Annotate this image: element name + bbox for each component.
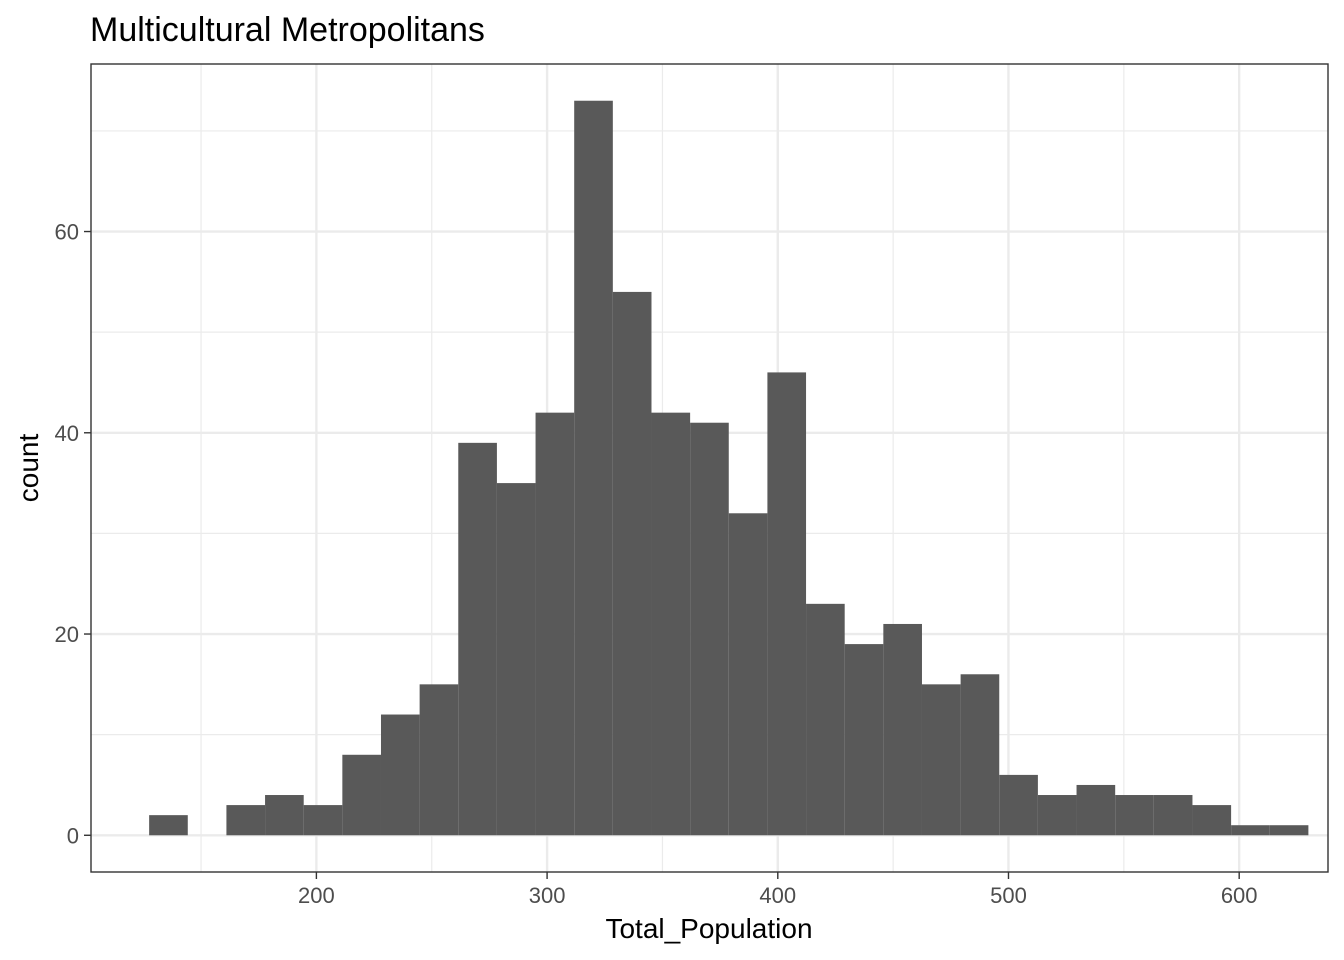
histogram-bar (265, 795, 304, 836)
histogram-bar (612, 291, 652, 836)
histogram-bar (574, 100, 613, 836)
histogram-bar (1115, 795, 1154, 836)
histogram-bars (149, 100, 1309, 836)
histogram-bar (149, 815, 188, 836)
y-axis-title: count (13, 434, 44, 503)
chart-title: Multicultural Metropolitans (90, 11, 485, 49)
histogram-bar (342, 754, 381, 836)
histogram-bar (1153, 795, 1193, 836)
histogram-bar (380, 714, 420, 836)
histogram-bar (496, 483, 536, 836)
histogram-bar (728, 513, 768, 836)
histogram-bar (960, 674, 1000, 836)
histogram-bar (535, 412, 575, 836)
histogram-bar (844, 644, 884, 836)
histogram-bar (1269, 825, 1309, 836)
histogram-bar (999, 774, 1038, 836)
x-tick-label: 500 (990, 883, 1027, 908)
histogram-bar (419, 684, 459, 836)
histogram-bar (806, 603, 845, 836)
histogram-bar (1037, 795, 1077, 836)
histogram-bar (921, 684, 961, 836)
x-tick-label: 400 (759, 883, 796, 908)
histogram-bar (1231, 825, 1270, 836)
axis-ticks: 200 300 400 500 600 0 20 40 60 (55, 220, 1258, 908)
histogram-bar (1076, 784, 1116, 836)
x-axis-title: Total_Population (605, 913, 812, 944)
histogram-bar (690, 422, 729, 836)
histogram-bar (767, 372, 807, 836)
histogram-bar (1192, 805, 1232, 836)
x-tick-label: 300 (529, 883, 566, 908)
panel-border (90, 63, 1329, 873)
histogram-bar (651, 412, 691, 836)
histogram-bar (458, 442, 497, 836)
x-tick-label: 200 (298, 883, 335, 908)
histogram-bar (226, 805, 266, 836)
histogram-bar (303, 805, 343, 836)
y-tick-label: 60 (55, 220, 79, 245)
histogram-bar (883, 623, 922, 836)
y-tick-label: 20 (55, 622, 79, 647)
y-tick-label: 0 (67, 823, 79, 848)
x-tick-label: 600 (1221, 883, 1258, 908)
y-tick-label: 40 (55, 421, 79, 446)
